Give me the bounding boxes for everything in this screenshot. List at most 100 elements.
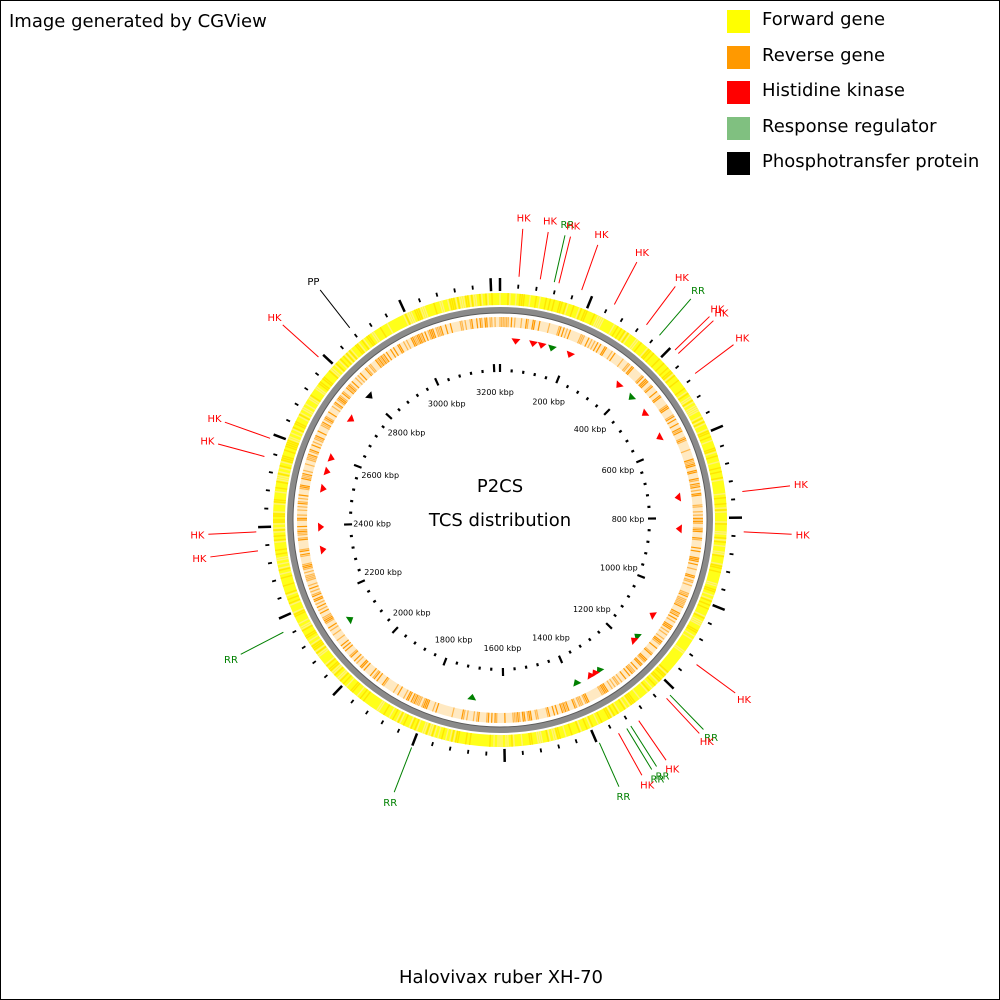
ruler-tick <box>386 618 391 622</box>
ruler-tick <box>391 626 399 634</box>
reverse-gene-mark <box>340 639 350 647</box>
forward-gene-mark <box>388 707 396 719</box>
reverse-gene-mark <box>373 670 381 680</box>
forward-gene-mark <box>302 406 314 414</box>
reverse-gene-mark <box>413 694 419 705</box>
reverse-gene-mark <box>686 469 697 474</box>
reverse-gene-mark <box>470 318 474 329</box>
reverse-gene-mark <box>397 344 404 354</box>
forward-gene-mark <box>295 420 307 428</box>
forward-gene-mark <box>580 309 587 322</box>
reverse-gene-mark <box>598 685 605 695</box>
reverse-gene-mark <box>405 690 412 701</box>
forward-gene-mark <box>704 451 717 457</box>
reverse-gene-mark <box>672 428 682 435</box>
ruler-tick <box>618 429 623 434</box>
reverse-gene-mark <box>308 450 319 455</box>
forward-gene-mark <box>597 317 605 330</box>
forward-gene-mark <box>339 672 350 682</box>
forward-gene-mark <box>397 711 404 724</box>
reverse-gene-mark <box>627 663 636 673</box>
forward-gene-mark <box>278 565 291 570</box>
outer-tick <box>705 410 710 415</box>
reverse-gene-mark <box>523 711 526 722</box>
forward-gene-mark <box>450 298 455 311</box>
reverse-gene-mark <box>534 709 538 720</box>
forward-gene-mark <box>452 297 457 310</box>
reverse-gene-mark <box>342 641 352 650</box>
ruler-tick <box>397 407 401 412</box>
forward-gene-mark <box>438 300 444 313</box>
outer-tick <box>380 720 385 725</box>
reverse-gene-mark <box>430 328 435 339</box>
reverse-gene-mark <box>402 341 409 351</box>
outer-tick <box>539 748 543 753</box>
reverse-gene-mark <box>398 343 405 353</box>
reverse-gene-mark <box>344 644 354 652</box>
forward-gene-mark <box>347 351 357 362</box>
outer-tick <box>607 724 612 729</box>
forward-gene-mark <box>700 596 713 603</box>
forward-gene-mark <box>395 710 403 723</box>
outer-tick <box>719 444 725 448</box>
reverse-gene-mark <box>389 348 397 358</box>
reverse-gene-mark <box>673 430 683 436</box>
reverse-gene-mark <box>336 634 346 642</box>
callout-label-rr: RR <box>383 798 397 809</box>
forward-gene-mark <box>462 295 467 308</box>
forward-gene-mark <box>699 435 712 442</box>
callout-label-hk: HK <box>200 437 215 448</box>
inner-marker-hk <box>616 380 624 388</box>
reverse-gene-mark <box>405 339 412 350</box>
forward-gene-mark <box>301 408 313 416</box>
ruler-tick <box>374 434 379 438</box>
reverse-gene-mark <box>297 505 308 508</box>
reverse-gene-mark <box>306 577 317 582</box>
forward-gene-mark <box>520 733 524 746</box>
legend-label: Phosphotransfer protein <box>762 151 980 172</box>
inner-marker-hk <box>327 453 335 462</box>
outer-tick <box>322 353 334 365</box>
forward-gene-mark <box>692 419 704 426</box>
reverse-gene-mark <box>392 347 399 357</box>
ruler-tick <box>640 471 644 475</box>
reverse-gene-mark <box>319 608 330 615</box>
reverse-gene-mark <box>576 333 583 344</box>
forward-gene-mark <box>639 682 649 693</box>
reverse-gene-mark <box>479 317 482 329</box>
forward-gene-mark <box>594 316 601 328</box>
forward-gene-mark <box>285 589 297 595</box>
reverse-gene-mark <box>416 695 422 706</box>
outer-tick <box>265 489 270 492</box>
outer-tick <box>535 286 538 291</box>
callout-label-hk: HK <box>640 780 655 791</box>
forward-gene-mark <box>310 637 321 646</box>
reverse-gene-mark <box>336 398 346 406</box>
callout-line <box>743 531 792 535</box>
forward-gene-mark <box>470 294 474 307</box>
ruler-tick <box>415 393 420 398</box>
callout-line <box>581 244 599 291</box>
reverse-gene-mark <box>297 502 308 505</box>
reverse-gene-mark <box>643 647 653 656</box>
forward-gene-mark <box>709 466 722 471</box>
reverse-gene-mark <box>616 358 624 368</box>
reverse-gene-mark <box>660 407 670 414</box>
reverse-gene-mark <box>318 605 328 612</box>
inner-marker-hk <box>319 545 327 555</box>
forward-gene-mark <box>464 732 469 745</box>
backbone-track <box>287 307 713 733</box>
forward-gene-mark <box>528 732 532 746</box>
callout-line <box>696 664 736 694</box>
reverse-gene-mark <box>485 712 488 723</box>
callout-line <box>618 733 643 776</box>
forward-gene-mark <box>681 397 693 406</box>
legend-label: Reverse gene <box>762 44 886 66</box>
forward-gene-mark <box>273 498 286 502</box>
forward-gene-mark <box>362 338 372 349</box>
callout-line <box>613 261 638 305</box>
reverse-gene-mark <box>571 698 576 709</box>
reverse-gene-mark <box>435 702 440 713</box>
forward-gene-mark <box>298 413 311 421</box>
